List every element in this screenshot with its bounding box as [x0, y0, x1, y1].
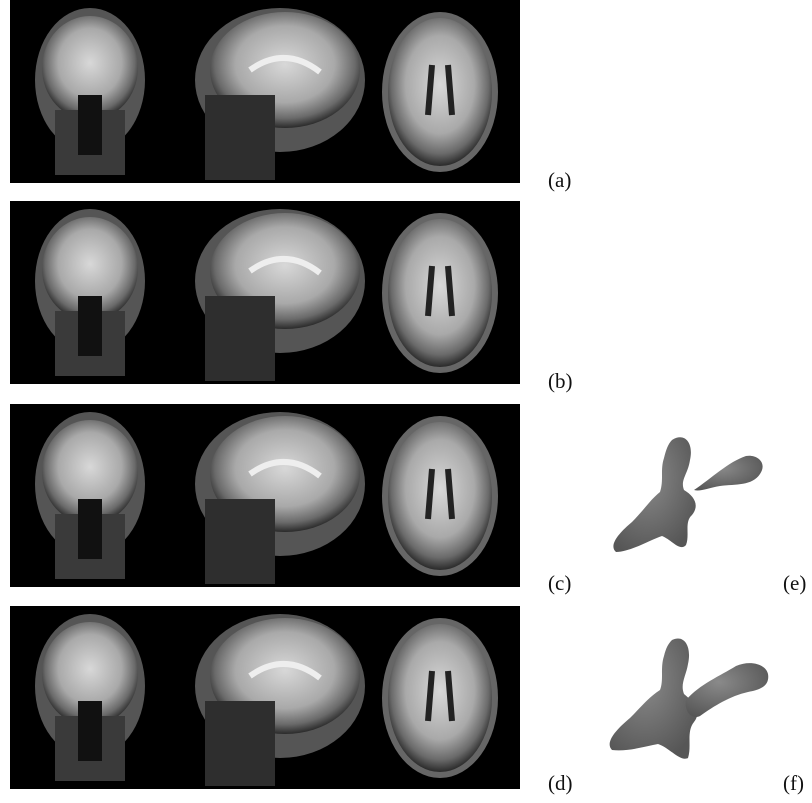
axial-brain: [388, 422, 492, 570]
mri-row: [10, 0, 520, 183]
mri-row: [10, 606, 520, 789]
sagittal-face: [205, 701, 275, 786]
panel-label: (e): [783, 571, 806, 595]
ventricle-shape: [610, 638, 698, 758]
render-e: [613, 437, 762, 552]
sagittal-face: [205, 296, 275, 381]
ventricle-shape: [694, 456, 763, 491]
ventricle-shape: [686, 663, 769, 717]
figure: (a) (b) (c) (d) (e) (f): [0, 0, 812, 803]
ventricle-shape: [613, 437, 695, 552]
coronal-sinus: [78, 296, 102, 356]
panel-label: (f): [783, 771, 804, 795]
mri-rows: [10, 0, 520, 789]
axial-brain: [388, 219, 492, 367]
coronal-sinus: [78, 499, 102, 559]
mri-row: [10, 201, 520, 384]
panel-label: (d): [548, 771, 573, 795]
panel-label: (c): [548, 571, 571, 595]
render-f: [610, 638, 769, 758]
sagittal-face: [205, 499, 275, 584]
panel-label: (b): [548, 369, 573, 393]
sagittal-face: [205, 95, 275, 180]
axial-brain: [388, 18, 492, 166]
coronal-sinus: [78, 701, 102, 761]
mri-row: [10, 404, 520, 587]
coronal-sinus: [78, 95, 102, 155]
page: {"labels": ["(a)", "(b)", "(c)", "(d)", …: [0, 0, 812, 803]
panel-label: (a): [548, 168, 571, 192]
axial-brain: [388, 624, 492, 772]
